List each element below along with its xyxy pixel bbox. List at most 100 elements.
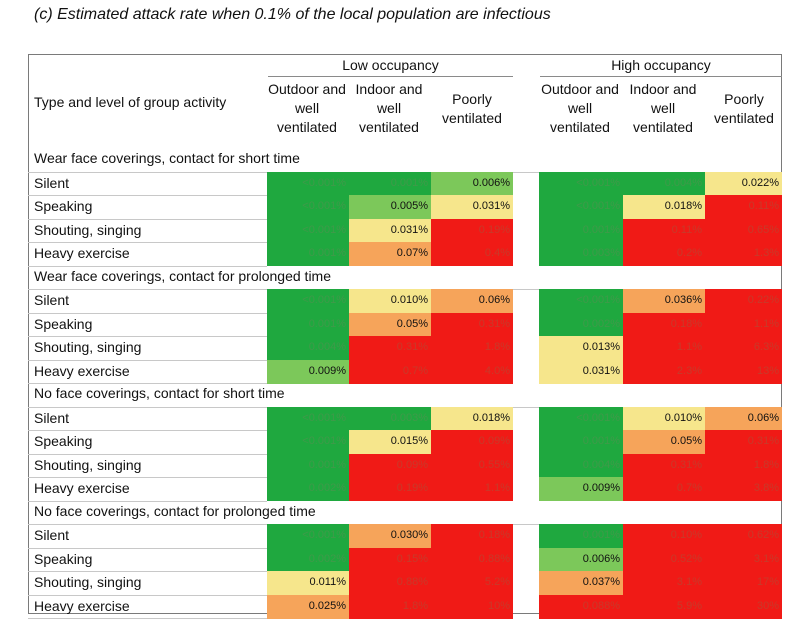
heatmap-cell: 0.006% [431, 171, 513, 196]
heatmap-cell: 0.010% [349, 289, 431, 313]
row-label: Silent [34, 292, 70, 308]
row-label: Heavy exercise [34, 480, 130, 496]
row-label: Silent [34, 527, 70, 543]
heatmap-cell: <0.001% [267, 195, 349, 219]
heatmap-cell: 0.001% [267, 453, 349, 478]
heatmap-cell: 3.8% [705, 477, 782, 501]
heatmap-cell: 0.003% [349, 406, 431, 431]
group-low-occupancy: Low occupancy [342, 57, 439, 73]
row-divider [28, 242, 267, 243]
row-header: Type and level of group activity [34, 94, 227, 110]
heatmap-cell: 0.2% [623, 242, 705, 266]
heatmap-cell: <0.001% [539, 406, 623, 431]
row-divider [28, 383, 267, 384]
heatmap-cell: 0.31% [623, 453, 705, 478]
heatmap-cell: 0.009% [539, 477, 623, 501]
heatmap-cell: 0.003% [539, 242, 623, 266]
row-divider [28, 477, 267, 478]
section-label: No face coverings, contact for short tim… [34, 385, 285, 401]
row-divider [28, 453, 267, 455]
heatmap-cell: <0.001% [539, 195, 623, 219]
column-header-poorly: Poorly ventilated [714, 91, 774, 126]
heatmap-cell: 1.8% [705, 453, 782, 478]
row-divider [28, 594, 267, 596]
heatmap-cell: 1.1% [431, 477, 513, 501]
heatmap-cell: 0.7% [623, 477, 705, 501]
row-label: Shouting, singing [34, 221, 142, 238]
heatmap-cell: 0.001% [349, 171, 431, 196]
row-label: Speaking [34, 433, 93, 449]
row-label: Speaking [34, 315, 93, 332]
heatmap-cell: 0.088% [539, 594, 623, 619]
row-label: Speaking [34, 550, 93, 567]
group-underline [268, 76, 513, 77]
heatmap-cell: 13% [705, 359, 782, 384]
heatmap-cell: 17% [705, 571, 782, 595]
column-header-outdoor: Outdoor and well ventilated [268, 81, 346, 135]
heatmap-cell: 30% [705, 594, 782, 619]
row-label: Heavy exercise [34, 597, 130, 614]
heatmap-cell: 0.62% [705, 524, 782, 548]
heatmap-cell: 0.002% [539, 312, 623, 337]
heatmap-cell: 0.10% [623, 524, 705, 548]
heatmap-cell: 0.07% [349, 242, 431, 266]
heatmap-cell: 0.19% [349, 477, 431, 501]
heatmap-cell: 0.001% [539, 430, 623, 454]
heatmap-cell: 0.001% [267, 242, 349, 266]
heatmap-cell: 0.88% [431, 547, 513, 572]
heatmap-cell: 1.3% [705, 242, 782, 266]
row-divider [28, 312, 267, 314]
heatmap-cell: 0.015% [349, 430, 431, 454]
heatmap-cell: 0.036% [623, 289, 705, 313]
heatmap-cell: 5.9% [623, 594, 705, 619]
heatmap-cell: 0.7% [349, 359, 431, 384]
section-label: Wear face coverings, contact for short t… [34, 150, 300, 166]
heatmap-cell: 0.31% [431, 312, 513, 337]
heatmap-cell: <0.001% [267, 218, 349, 243]
heatmap-cell: 0.037% [539, 571, 623, 595]
heatmap-cell: 1.1% [705, 312, 782, 337]
row-divider [28, 571, 267, 572]
heatmap-cell: <0.001% [267, 524, 349, 548]
heatmap-cell: <0.001% [539, 289, 623, 313]
heatmap-cell: 0.06% [705, 406, 782, 431]
heatmap-cell: 0.19% [431, 218, 513, 243]
heatmap-cell: 10% [431, 594, 513, 619]
row-divider [28, 218, 267, 220]
heatmap-cell: 0.05% [623, 430, 705, 454]
heatmap-cell: 0.004% [539, 453, 623, 478]
row-divider [28, 265, 267, 267]
column-header-indoor: Indoor and well ventilated [629, 81, 697, 135]
heatmap-cell: 0.011% [267, 571, 349, 595]
heatmap-cell: 0.004% [623, 171, 705, 196]
heatmap-cell: 3.1% [623, 571, 705, 595]
heatmap-cell: 0.31% [349, 336, 431, 360]
heatmap-cell: 0.18% [623, 312, 705, 337]
heatmap-cell: 1.8% [349, 594, 431, 619]
chart-title: (c) Estimated attack rate when 0.1% of t… [34, 6, 551, 23]
heatmap-cell: 0.52% [623, 547, 705, 572]
heatmap-cell: 0.009% [267, 359, 349, 384]
heatmap-cell: 1.1% [623, 336, 705, 360]
heatmap-cell: 0.022% [705, 171, 782, 196]
row-divider [28, 430, 267, 431]
column-header-poorly: Poorly ventilated [442, 91, 502, 126]
row-divider [28, 336, 267, 337]
heatmap-cell: 0.11% [705, 195, 782, 219]
heatmap-cell: 0.65% [705, 218, 782, 243]
heatmap-cell: 0.005% [349, 195, 431, 219]
heatmap-cell: 5.2% [431, 571, 513, 595]
heatmap-cell: 0.031% [431, 195, 513, 219]
heatmap-cell: 0.025% [267, 594, 349, 619]
heatmap-cell: <0.001% [539, 171, 623, 196]
row-label: Shouting, singing [34, 339, 142, 355]
heatmap-cell: 0.05% [349, 312, 431, 337]
group-underline [540, 76, 782, 77]
column-header-outdoor: Outdoor and well ventilated [541, 81, 619, 135]
heatmap-cell: 6.3% [705, 336, 782, 360]
column-header-indoor: Indoor and well ventilated [355, 81, 423, 135]
heatmap-cell: 0.55% [431, 453, 513, 478]
row-divider [28, 500, 267, 502]
heatmap-cell: 0.030% [349, 524, 431, 548]
heatmap-cell: <0.001% [267, 289, 349, 313]
